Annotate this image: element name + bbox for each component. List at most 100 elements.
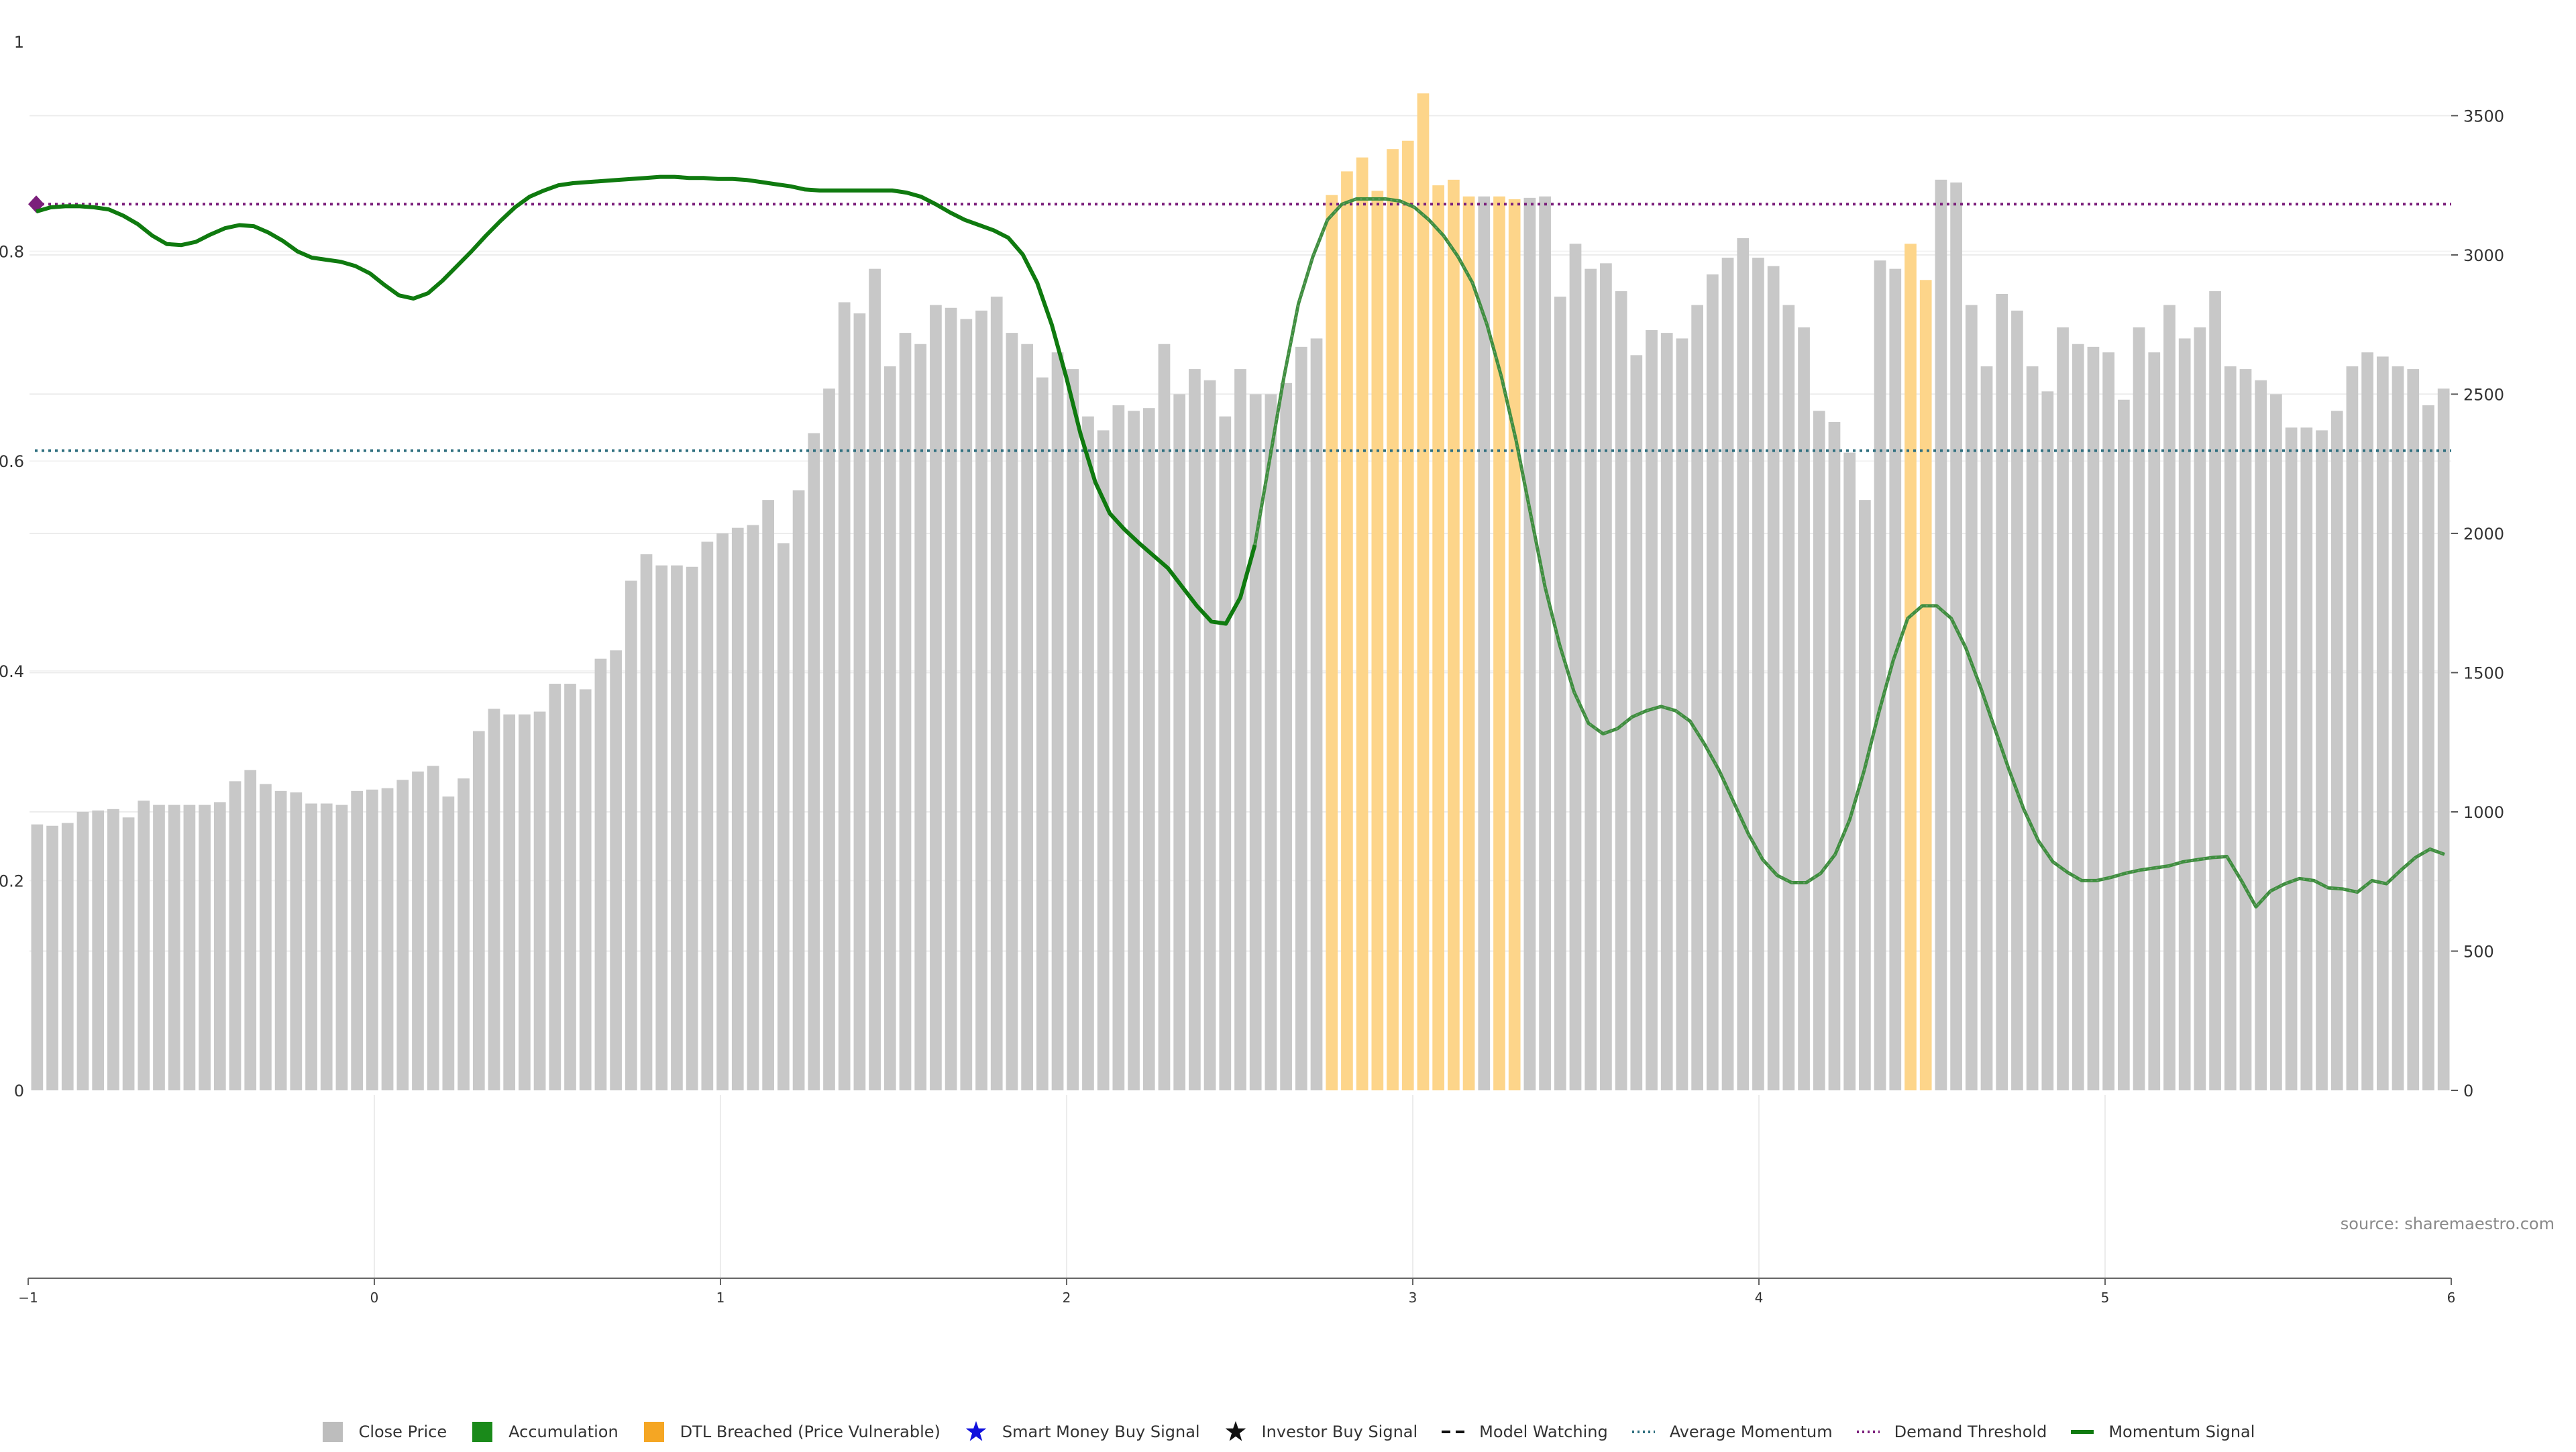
dtl-breached-bar <box>1462 196 1475 1090</box>
close-price-bar <box>396 780 409 1090</box>
momentum-signal <box>36 174 2445 909</box>
legend-momentum-signal[interactable]: Momentum Signal <box>2071 1422 2255 1442</box>
close-price-bar <box>1767 266 1780 1090</box>
legend: Close Price Accumulation DTL Breached (P… <box>0 1412 2576 1452</box>
close-price-bar <box>2133 327 2145 1090</box>
close-price-bar <box>701 541 714 1090</box>
close-price-bar <box>945 307 957 1090</box>
line-icon <box>2071 1422 2094 1442</box>
close-price-bar <box>2422 405 2434 1090</box>
legend-label: Close Price <box>358 1422 447 1441</box>
x-tick-label: −1 <box>18 1290 38 1306</box>
left-tick-label: 1 <box>14 33 24 52</box>
legend-dtl-breached[interactable]: DTL Breached (Price Vulnerable) <box>643 1422 941 1442</box>
close-price-bar <box>853 313 866 1090</box>
close-price-bar <box>731 527 744 1090</box>
left-tick-label: 0.2 <box>0 872 24 890</box>
x-tick-label: 5 <box>2101 1290 2110 1306</box>
close-price-bar <box>1539 196 1551 1090</box>
close-price-bar <box>1798 327 1810 1090</box>
close-price-bar <box>2437 388 2450 1090</box>
close-price-bar <box>2239 369 2252 1090</box>
legend-label: Demand Threshold <box>1894 1422 2047 1441</box>
close-price-bar <box>808 433 820 1090</box>
legend-label: Model Watching <box>1479 1422 1608 1441</box>
close-price-bar <box>427 766 439 1090</box>
price-bars <box>31 93 2450 1091</box>
dtl-breached-bar <box>1326 195 1338 1091</box>
x-tick-label: 2 <box>1063 1290 1071 1306</box>
close-price-bar <box>229 781 241 1090</box>
close-price-bar <box>503 714 516 1090</box>
close-price-bar <box>1265 394 1277 1091</box>
close-price-bar <box>1965 305 1978 1090</box>
close-price-bar <box>762 500 775 1090</box>
right-tick-label: 1500 <box>2463 664 2504 682</box>
close-price-bar <box>1006 333 1018 1090</box>
close-price-bar <box>412 771 424 1090</box>
close-price-bar <box>2330 411 2343 1090</box>
legend-close-price[interactable]: Close Price <box>321 1422 447 1442</box>
close-price-bar <box>1813 411 1825 1090</box>
close-price-bar <box>975 310 987 1090</box>
square-icon <box>471 1422 494 1442</box>
close-price-bar <box>213 802 226 1090</box>
left-tick-label: 0 <box>14 1082 24 1100</box>
close-price-bar <box>1752 258 1764 1090</box>
close-price-bar <box>1828 421 1841 1090</box>
close-price-bar <box>31 824 44 1090</box>
close-price-bar <box>1280 382 1292 1090</box>
close-price-bar <box>2361 352 2373 1091</box>
close-price-bar <box>2224 366 2237 1091</box>
close-price-bar <box>1142 408 1155 1090</box>
legend-accumulation[interactable]: Accumulation <box>471 1422 619 1442</box>
legend-investor[interactable]: Investor Buy Signal <box>1224 1420 1418 1442</box>
close-price-bar <box>2194 327 2206 1090</box>
close-price-bar <box>2011 310 2023 1090</box>
close-price-bar <box>244 770 257 1090</box>
close-price-bar <box>458 778 470 1090</box>
close-price-bar <box>2087 346 2100 1090</box>
x-axis: −1 0 1 2 3 4 5 6 <box>18 1278 2455 1306</box>
dtl-breached-bar <box>1341 171 1353 1090</box>
close-price-bar <box>351 790 363 1090</box>
close-price-bar <box>122 817 135 1090</box>
close-price-bar <box>138 800 150 1090</box>
dtl-breached-bar <box>1904 244 1917 1090</box>
close-price-bar <box>1843 452 1856 1090</box>
close-price-bar <box>930 305 942 1090</box>
left-tick-label: 0.6 <box>0 452 24 471</box>
right-axis-ticks: 0 500 1000 1500 2000 2500 3000 3500 <box>2451 107 2504 1100</box>
close-price-bar <box>61 823 74 1090</box>
legend-demand-threshold[interactable]: Demand Threshold <box>1856 1422 2047 1442</box>
legend-label: Average Momentum <box>1669 1422 1833 1441</box>
close-price-bar <box>1021 344 1033 1090</box>
right-tick-label: 500 <box>2463 942 2494 961</box>
close-price-bar <box>716 533 729 1090</box>
close-price-bar <box>2148 352 2161 1091</box>
dtl-breached-bar <box>1387 149 1399 1091</box>
right-tick-label: 0 <box>2463 1082 2473 1100</box>
legend-average-momentum[interactable]: Average Momentum <box>1631 1422 1833 1442</box>
close-price-bar <box>777 543 790 1090</box>
close-price-bar <box>2300 427 2313 1090</box>
close-price-bar <box>1128 411 1140 1090</box>
close-price-bar <box>899 333 912 1090</box>
close-price-bar <box>1112 405 1125 1090</box>
x-tick-label: 0 <box>370 1290 379 1306</box>
dtl-breached-bar <box>1356 157 1368 1090</box>
close-price-bar <box>686 566 698 1090</box>
x-tick-label: 1 <box>716 1290 725 1306</box>
close-price-bar <box>747 525 759 1090</box>
close-price-bar <box>2057 327 2069 1090</box>
close-price-bar <box>640 554 653 1090</box>
legend-label: Investor Buy Signal <box>1261 1422 1418 1441</box>
close-price-bar <box>655 565 668 1090</box>
dtl-breached-bar <box>1417 93 1430 1091</box>
right-tick-label: 1000 <box>2463 803 2504 822</box>
close-price-bar <box>2163 305 2176 1090</box>
legend-model-watching[interactable]: Model Watching <box>1442 1422 1608 1442</box>
close-price-bar <box>1600 263 1612 1090</box>
close-price-bar <box>2072 344 2084 1090</box>
legend-smart-money[interactable]: Smart Money Buy Signal <box>965 1420 1200 1442</box>
